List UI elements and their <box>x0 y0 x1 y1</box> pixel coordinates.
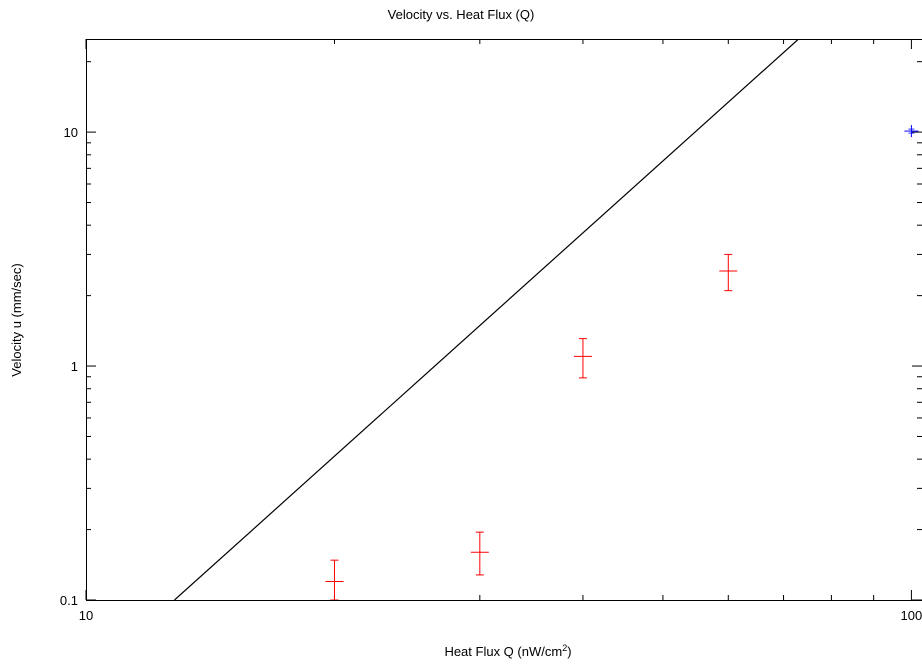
data-point <box>325 559 344 600</box>
x-tick-label: 100 <box>901 608 922 623</box>
x-tick-label: 10 <box>79 608 93 623</box>
y-tick-label: 0.1 <box>60 593 78 608</box>
y-tick-label: 10 <box>64 125 78 140</box>
axis-ticks <box>85 39 922 601</box>
x-axis-label-superscript: 2 <box>562 643 567 653</box>
data-point <box>904 125 919 138</box>
data-point <box>573 338 592 379</box>
fit-line <box>174 39 799 600</box>
axis-tick-labels: 10 100 0.1 1 10 <box>60 125 922 623</box>
data-point <box>470 531 489 576</box>
y-axis-label: Velocity u (mm/sec) <box>9 263 24 376</box>
data-point <box>719 253 738 292</box>
plot-frame <box>86 39 922 601</box>
x-axis-label: Heat Flux Q (nW/cm2) <box>444 643 571 659</box>
y-tick-label: 1 <box>71 359 78 374</box>
data-marks <box>174 39 919 600</box>
chart-title: Velocity vs. Heat Flux (Q) <box>388 7 535 22</box>
